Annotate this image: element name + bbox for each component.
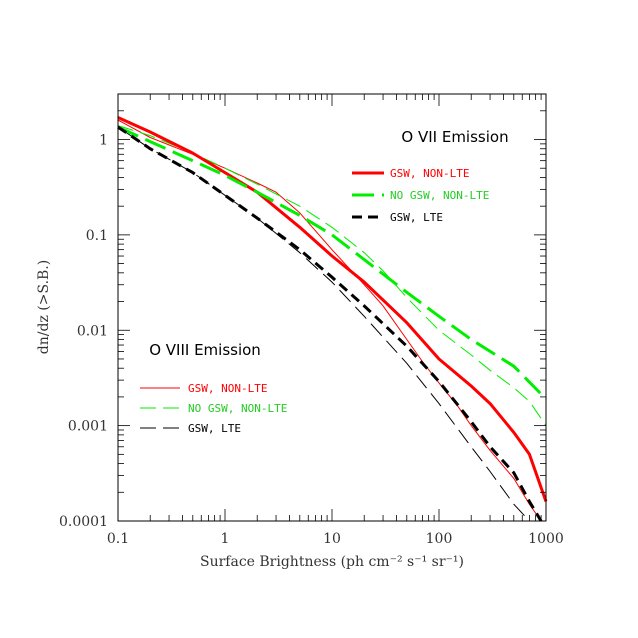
- x-tick-label: 1000: [528, 531, 564, 547]
- y-tick-label: 0.01: [77, 323, 108, 339]
- series-line: [117, 116, 548, 502]
- series-line: [117, 119, 542, 522]
- series-line: [117, 125, 547, 426]
- x-tick-label: 1: [221, 531, 230, 547]
- y-tick-label: 0.001: [68, 419, 108, 435]
- tick-labels: 0.1 1 10 100 1000 0.0001 0.001 0.01 0.1 1: [59, 133, 564, 547]
- legend-label: GSW, LTE: [390, 211, 443, 224]
- y-tick-label: 0.0001: [59, 514, 108, 530]
- y-axis-label: dn/dz (>S.B.): [36, 260, 52, 354]
- x-tick-label: 100: [426, 531, 453, 547]
- legend-title: O VIII Emission: [149, 341, 261, 359]
- x-axis-label: Surface Brightness (ph cm⁻² s⁻¹ sr⁻¹): [200, 554, 464, 570]
- plot-frame: [117, 93, 547, 522]
- x-tick-label: 0.1: [107, 531, 129, 547]
- y-tick-label: 1: [99, 133, 108, 149]
- legends: O VII Emission GSW, NON-LTE NO GSW, NON-LT…: [140, 128, 509, 435]
- legend-label: NO GSW, NON-LTE: [188, 402, 287, 415]
- series-line: [117, 126, 530, 522]
- y-tick-label: 0.1: [86, 228, 108, 244]
- legend-label: GSW, NON-LTE: [390, 167, 469, 180]
- legend-label: GSW, LTE: [188, 422, 241, 435]
- axis-ticks: [117, 93, 547, 522]
- x-tick-label: 10: [323, 531, 341, 547]
- legend-label: GSW, NON-LTE: [188, 382, 267, 395]
- series-line: [117, 125, 543, 522]
- legend-title: O VII Emission: [401, 128, 508, 146]
- chart-curves: [117, 116, 548, 522]
- legend-label: NO GSW, NON-LTE: [390, 189, 489, 202]
